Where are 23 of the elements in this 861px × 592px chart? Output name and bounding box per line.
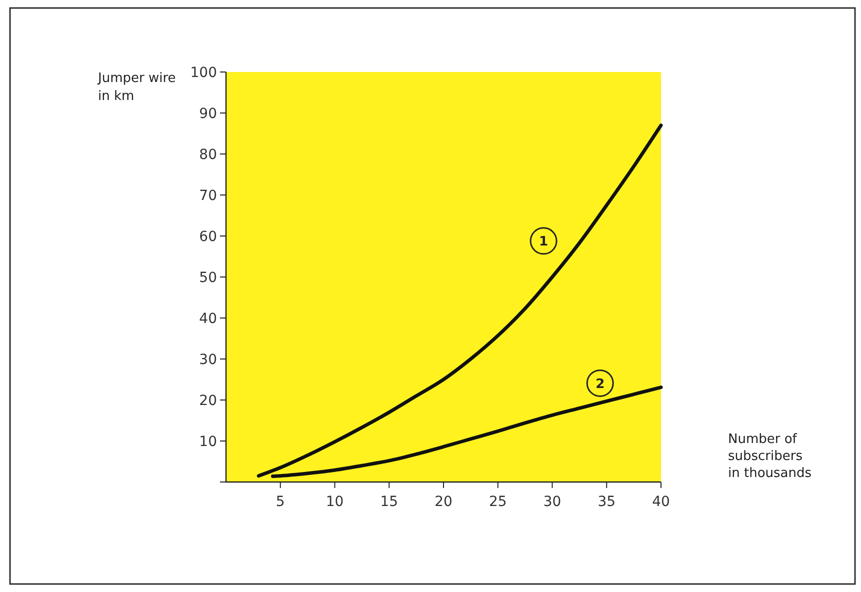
line-series <box>256 124 663 478</box>
x-tick-label: 15 <box>380 494 398 510</box>
x-tick-label: 10 <box>326 494 344 510</box>
y-tick-label: 90 <box>199 106 217 122</box>
y-tick-label: 70 <box>199 188 217 204</box>
y-tick-label: 30 <box>199 352 217 368</box>
x-tick-label: 5 <box>276 494 285 510</box>
y-tick-label: 50 <box>199 270 217 286</box>
x-tick-label: 20 <box>434 494 452 510</box>
y-tick-label: 100 <box>190 64 217 81</box>
y-tick-label: 80 <box>199 146 217 163</box>
x-tick-label: 40 <box>652 494 670 510</box>
y-tick-label: 20 <box>199 392 217 409</box>
annotation: 1 <box>539 234 548 250</box>
y-tick-label: 60 <box>199 228 217 245</box>
x-axis-title: Number of subscribers in thousands <box>728 432 812 481</box>
y-tick-label: 10 <box>199 434 217 450</box>
x-tick-label: 25 <box>488 494 507 510</box>
x-tick-label: 30 <box>543 494 562 510</box>
annotation: 2 <box>596 376 605 392</box>
y-axis-title: Jumper wire in km <box>97 71 176 104</box>
x-tick-label: 35 <box>598 494 616 510</box>
y-tick-label: 40 <box>199 310 217 327</box>
